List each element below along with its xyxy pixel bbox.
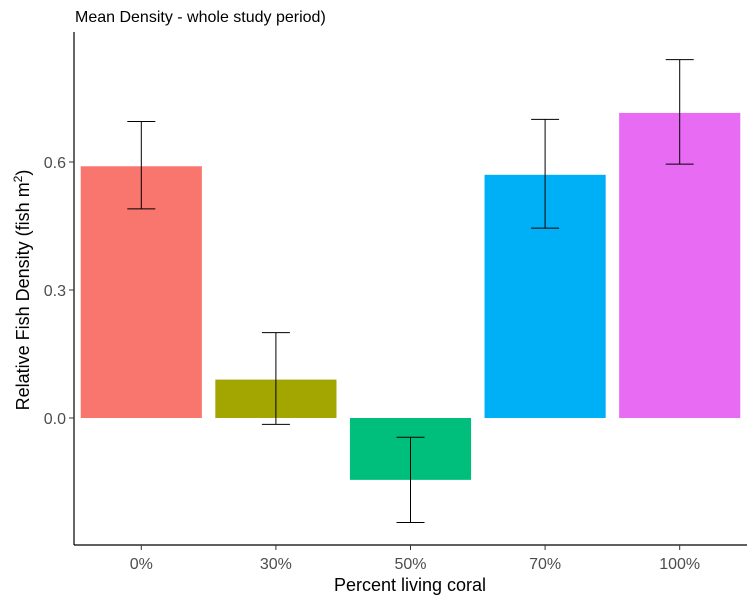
chart-title: Mean Density - whole study period) bbox=[75, 9, 326, 26]
y-axis-ticks: 0.0 0.3 0.6 bbox=[44, 155, 74, 428]
x-tick-label: 100% bbox=[659, 556, 700, 573]
x-tick-label: 70% bbox=[529, 556, 561, 573]
y-tick-label: 0.3 bbox=[44, 283, 66, 300]
x-axis-ticks: 0% 30% 50% 70% 100% bbox=[130, 545, 700, 573]
x-axis-title: Percent living coral bbox=[334, 575, 486, 595]
plot-area bbox=[80, 59, 741, 524]
y-tick-label: 0.0 bbox=[44, 411, 66, 428]
x-tick-label: 30% bbox=[260, 556, 292, 573]
y-axis-title-superscript: 2 bbox=[11, 175, 25, 182]
y-axis-title-main: Relative Fish Density (fish m bbox=[13, 182, 33, 410]
y-axis-title-suffix: ) bbox=[13, 170, 33, 176]
y-tick-label: 0.6 bbox=[44, 155, 66, 172]
y-axis-title: Relative Fish Density (fish m2) bbox=[11, 170, 33, 411]
x-tick-label: 50% bbox=[394, 556, 426, 573]
x-tick-label: 0% bbox=[130, 556, 153, 573]
